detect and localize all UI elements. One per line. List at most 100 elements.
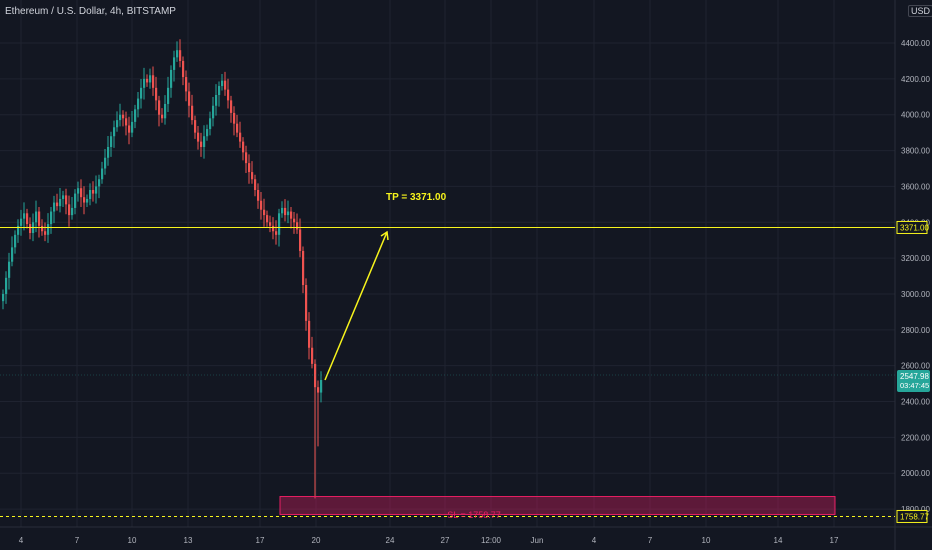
candle-body — [320, 380, 323, 393]
candle-body — [170, 69, 173, 88]
candle-body — [29, 224, 32, 234]
x-tick-label: 13 — [184, 536, 193, 545]
candle-body — [98, 179, 101, 187]
candle-body — [281, 207, 284, 214]
candle-body — [11, 247, 14, 262]
candle-body — [65, 195, 68, 205]
candle-body — [227, 89, 230, 101]
candle-body — [215, 95, 218, 106]
countdown-label: 03:47:45 — [900, 381, 929, 390]
candle-body — [302, 250, 305, 286]
candle-body — [104, 157, 107, 169]
x-tick-label: 7 — [648, 536, 653, 545]
candle-body — [224, 80, 227, 90]
y-tick-label: 4000.00 — [901, 111, 930, 120]
candle-body — [122, 114, 125, 119]
candle-body — [125, 118, 128, 126]
candle-body — [140, 87, 143, 99]
candle-body — [293, 218, 296, 223]
candle-body — [38, 211, 41, 226]
x-tick-label: 4 — [19, 536, 24, 545]
candle-body — [290, 211, 293, 219]
candle-body — [134, 109, 137, 122]
candle-body — [26, 213, 29, 225]
candle-body — [50, 211, 53, 225]
candle-body — [263, 209, 266, 216]
y-tick-label: 2000.00 — [901, 469, 930, 478]
candle-body — [158, 100, 161, 115]
candle-body — [113, 127, 116, 137]
candle-body — [314, 363, 317, 388]
candle-body — [209, 118, 212, 130]
candle-body — [5, 277, 8, 294]
candle-body — [188, 91, 191, 106]
candle-body — [131, 121, 134, 133]
candle-body — [41, 225, 44, 232]
y-tick-label: 4400.00 — [901, 39, 930, 48]
candle-body — [80, 188, 83, 198]
candle-body — [68, 204, 71, 216]
candle-body — [212, 105, 215, 119]
candle-body — [143, 78, 146, 88]
candle-body — [239, 132, 242, 142]
candle-body — [257, 190, 260, 201]
target-price-label: 3371.00 — [900, 223, 929, 232]
candle-body — [260, 200, 263, 210]
candle-body — [233, 112, 236, 124]
candle-body — [53, 202, 56, 212]
candle-body — [77, 188, 80, 194]
candle-body — [89, 190, 92, 199]
candle-body — [206, 129, 209, 137]
candle-body — [71, 207, 74, 216]
candle-body — [308, 320, 311, 348]
candle-body — [152, 75, 155, 88]
candle-body — [194, 120, 197, 133]
candle-body — [191, 105, 194, 121]
x-tick-label: 10 — [128, 536, 137, 545]
x-tick-label: 14 — [774, 536, 783, 545]
candle-body — [107, 146, 110, 158]
candle-body — [275, 231, 278, 235]
currency-label[interactable]: USD — [908, 5, 932, 17]
candle-body — [119, 114, 122, 121]
candle-body — [305, 285, 308, 321]
candle-body — [92, 190, 95, 194]
candle-body — [296, 222, 299, 230]
candle-body — [101, 168, 104, 180]
x-tick-label: 27 — [441, 536, 450, 545]
candle-body — [23, 213, 26, 219]
candle-body — [245, 152, 248, 164]
target-price-tag — [896, 220, 928, 234]
x-tick-label: 17 — [256, 536, 265, 545]
x-tick-label: 4 — [592, 536, 597, 545]
candle-body — [248, 163, 251, 173]
candle-body — [185, 77, 188, 92]
candle-body — [110, 136, 113, 147]
candle-body — [272, 225, 275, 232]
x-tick-label: 7 — [75, 536, 80, 545]
x-tick-label: Jun — [531, 536, 544, 545]
candle-body — [182, 60, 185, 78]
target-arrow — [324, 231, 388, 381]
candle-body — [44, 231, 47, 235]
candle-body — [17, 225, 20, 235]
last-price-label: 2547.98 — [900, 372, 929, 381]
candle-body — [311, 347, 314, 364]
stop-zone — [279, 496, 836, 515]
candle-body — [161, 114, 164, 119]
x-tick-label: 20 — [312, 536, 321, 545]
y-tick-label: 3200.00 — [901, 254, 930, 263]
symbol-title: Ethereum / U.S. Dollar, 4h, BITSTAMP — [5, 6, 176, 17]
candle-body — [266, 215, 269, 223]
candle-body — [203, 136, 206, 147]
arrow-head-icon — [380, 230, 389, 241]
candle-body — [146, 78, 149, 83]
y-tick-label: 3600.00 — [901, 182, 930, 191]
candle-body — [251, 172, 254, 180]
x-tick-label: 10 — [702, 536, 711, 545]
candle-body — [95, 186, 98, 194]
candle-body — [56, 202, 59, 207]
target-annotation: TP = 3371.00 — [386, 192, 447, 203]
candle-body — [155, 87, 158, 101]
